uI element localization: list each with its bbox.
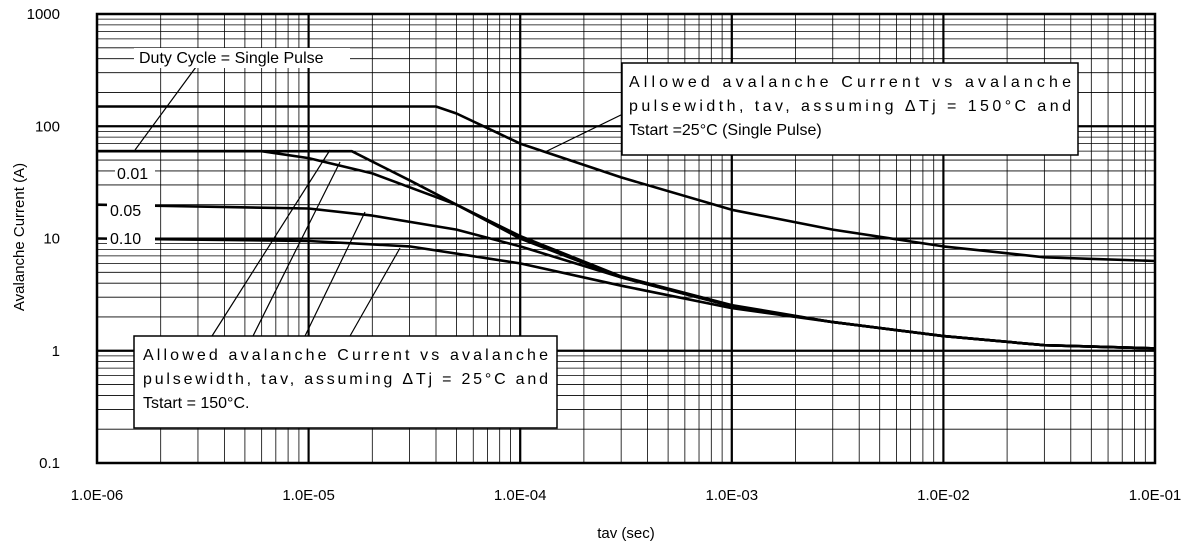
x-axis-label: tav (sec) [597,525,655,542]
leader-line [211,149,331,337]
y-axis-label: Avalanche Current (A) [11,163,28,311]
annotation-lower: Allowed avalanche Current vs avalanche p… [133,335,558,429]
leader-line [134,66,197,151]
x-tick-label: 1.0E-02 [917,487,970,504]
duty-label-001-bg [115,164,155,184]
x-tick-label: 1.0E-06 [71,487,124,504]
y-tick-label: 100 [35,118,60,135]
y-tick-label: 0.1 [39,455,60,472]
annotation-lower-box [133,335,558,429]
duty-label-010-text: 0.10 [110,231,141,248]
duty-label-single-text: Duty Cycle = Single Pulse [139,50,324,67]
tick-labels: 1.0E-06 1.0E-05 1.0E-04 1.0E-03 1.0E-02 1.0E-… [27,6,1182,504]
annotation-upper-line-2: pulsewidth, tav, assuming ΔTj = 150°C an… [629,98,1071,115]
leader-line [544,112,626,153]
annotation-lower-line-2: pulsewidth, tav, assuming ΔTj = 25°C and [143,371,548,388]
duty-label-005: 0.05 [107,201,155,221]
leader-line [349,247,401,337]
y-tick-label: 1 [52,343,60,360]
annotation-upper-line-1: Allowed avalanche Current vs avalanche [629,74,1071,91]
series-line-1 [97,149,1156,350]
duty-label-010-bg [107,229,155,249]
y-tick-label: 10 [43,231,60,248]
annotation-upper-box [621,62,1079,156]
y-tick-label: 1000 [27,6,60,23]
duty-label-001-text: 0.01 [117,166,148,183]
x-tick-label: 1.0E-01 [1129,487,1182,504]
duty-label-001: 0.01 [115,164,155,184]
x-tick-label: 1.0E-04 [494,487,547,504]
annotation-lower-line-3: Tstart = 150°C. [143,395,249,412]
duty-label-single-bg [134,48,350,68]
plot-frame [95,12,1157,465]
series-line-2 [97,149,1156,350]
leader-lines [134,66,626,337]
series-lines [96,105,1156,350]
annotation-upper-line-3: Tstart =25°C (Single Pulse) [629,122,822,139]
leader-line [304,211,366,337]
x-tick-label: 1.0E-03 [706,487,759,504]
annotation-lower-line-1: Allowed avalanche Current vs avalanche [143,347,548,364]
annotation-upper: Allowed avalanche Current vs avalanche p… [621,62,1079,156]
leader-line [252,161,341,337]
duty-label-single: Duty Cycle = Single Pulse [134,48,350,68]
duty-label-005-text: 0.05 [110,203,141,220]
series-line-4 [96,237,1156,350]
series-line-0 [97,105,1156,263]
x-tick-label: 1.0E-05 [282,487,335,504]
duty-label-005-bg [107,201,155,221]
duty-label-010: 0.10 [107,229,155,249]
